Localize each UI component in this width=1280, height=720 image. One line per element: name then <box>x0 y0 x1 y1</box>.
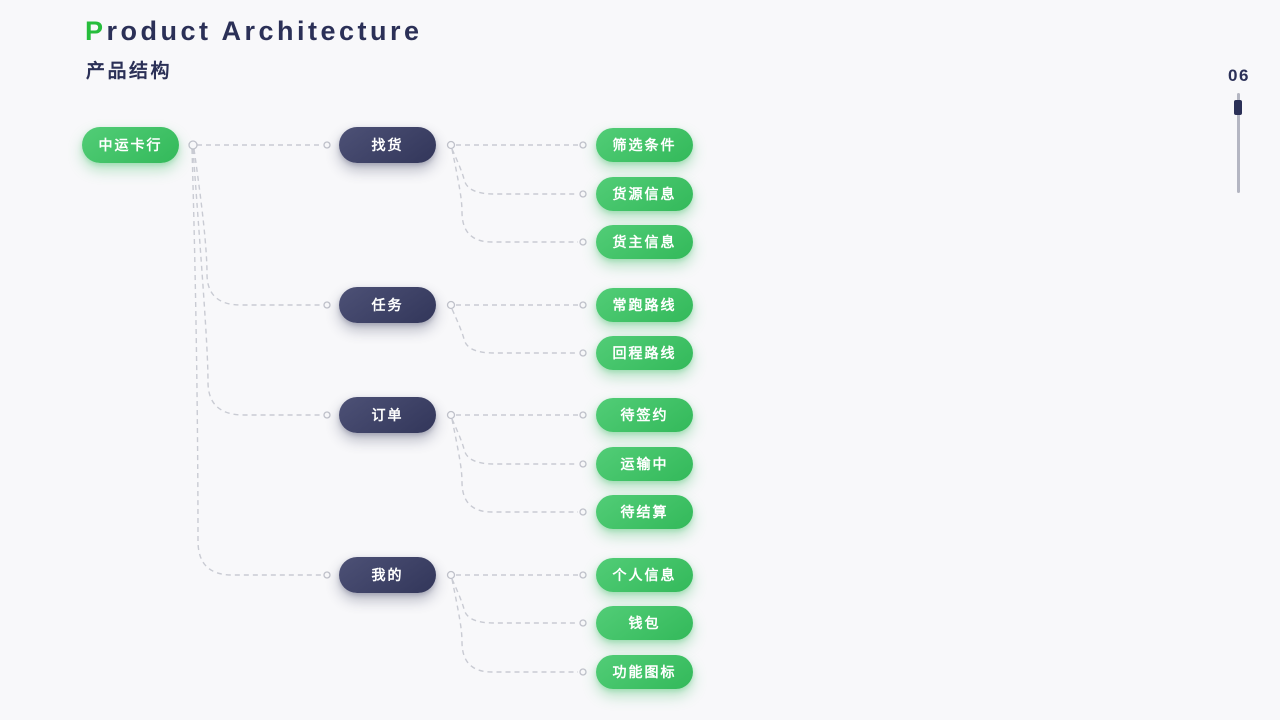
branch-node-mine: 我的 <box>339 557 436 593</box>
title-rest: roduct Architecture <box>106 16 423 46</box>
leaf-node-cargo-info: 货源信息 <box>596 177 693 211</box>
leaf-node-return-routes: 回程路线 <box>596 336 693 370</box>
leaf-node-wallet: 钱包 <box>596 606 693 640</box>
leaf-node-function-icons: 功能图标 <box>596 655 693 689</box>
branch-node-find-goods: 找货 <box>339 127 436 163</box>
leaf-node-filter-criteria: 筛选条件 <box>596 128 693 162</box>
page-indicator-marker <box>1234 100 1242 115</box>
leaf-node-pending-settlement: 待结算 <box>596 495 693 529</box>
title-accent-letter: P <box>85 16 107 46</box>
leaf-node-frequent-routes: 常跑路线 <box>596 288 693 322</box>
leaf-node-pending-signing: 待签约 <box>596 398 693 432</box>
leaf-node-shipper-info: 货主信息 <box>596 225 693 259</box>
branch-node-orders: 订单 <box>339 397 436 433</box>
page-number: 06 <box>1228 66 1250 85</box>
root-node: 中运卡行 <box>82 127 179 163</box>
page-subtitle: 产品结构 <box>86 61 173 82</box>
branch-node-tasks: 任务 <box>339 287 436 323</box>
leaf-node-personal-info: 个人信息 <box>596 558 693 592</box>
page-title: Product Architecture <box>85 16 423 47</box>
page-indicator-line <box>1237 93 1240 193</box>
leaf-node-in-transit: 运输中 <box>596 447 693 481</box>
